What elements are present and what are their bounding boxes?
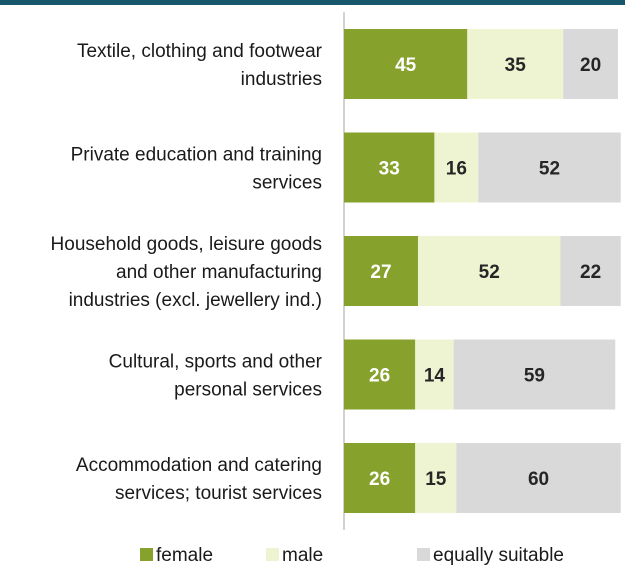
data-label-equally-suitable: 52 bbox=[539, 159, 560, 180]
category-label-line: Household goods, leisure goods bbox=[51, 234, 322, 255]
legend-label-female: female bbox=[156, 545, 213, 566]
legend-swatch-equally-suitable bbox=[417, 548, 430, 561]
category-label: Accommodation and catering services; tour… bbox=[76, 455, 322, 504]
bar-male bbox=[467, 29, 564, 99]
data-label-male: 15 bbox=[425, 469, 447, 490]
bar-equally-suitable bbox=[563, 29, 618, 99]
category-label-line: services; tourist services bbox=[115, 483, 322, 504]
category-label-line: services bbox=[252, 173, 322, 194]
category-label-line: Private education and training bbox=[71, 145, 322, 166]
bar-female bbox=[344, 29, 468, 99]
data-label-female: 26 bbox=[369, 469, 390, 490]
data-label-female: 27 bbox=[370, 262, 391, 283]
data-label-equally-suitable: 59 bbox=[524, 366, 545, 387]
bar-female bbox=[344, 339, 416, 410]
category-label-line: industries bbox=[241, 69, 322, 90]
category-label-line: personal services bbox=[174, 380, 322, 401]
category-label-line: and other manufacturing bbox=[116, 262, 322, 283]
bar-equally-suitable bbox=[453, 339, 616, 410]
category-label: Private education and training services bbox=[71, 145, 322, 194]
category-label-line: Accommodation and catering bbox=[76, 455, 322, 476]
category-label: Cultural, sports and other personal servi… bbox=[109, 352, 323, 401]
category-label-line: Textile, clothing and footwear bbox=[77, 41, 323, 62]
category-label-line: Cultural, sports and other bbox=[109, 352, 323, 373]
header-rule bbox=[0, 0, 625, 5]
data-label-female: 33 bbox=[379, 159, 400, 180]
bar-female bbox=[344, 443, 416, 513]
bar-male bbox=[434, 132, 479, 203]
data-label-female: 45 bbox=[395, 55, 417, 76]
category-label: Textile, clothing and footwear industries bbox=[77, 41, 323, 90]
legend-swatch-female bbox=[140, 548, 153, 561]
legend-label-equally-suitable: equally suitable bbox=[433, 545, 564, 566]
bar-equally-suitable bbox=[560, 236, 621, 306]
bar-female bbox=[344, 236, 418, 306]
bar-equally-suitable bbox=[456, 443, 621, 513]
category-label-line: industries (excl. jewellery ind.) bbox=[69, 290, 322, 311]
legend-swatch-male bbox=[266, 548, 279, 561]
bar-male bbox=[417, 236, 561, 306]
bar-male bbox=[415, 339, 454, 410]
bar-female bbox=[344, 132, 435, 203]
data-label-female: 26 bbox=[369, 366, 390, 387]
data-label-male: 35 bbox=[505, 55, 527, 76]
bar-equally-suitable bbox=[478, 132, 621, 203]
data-label-male: 52 bbox=[479, 262, 500, 283]
data-label-male: 16 bbox=[446, 159, 467, 180]
data-label-equally-suitable: 22 bbox=[580, 262, 601, 283]
data-label-equally-suitable: 20 bbox=[580, 55, 601, 76]
bar-male bbox=[415, 443, 457, 513]
legend-label-male: male bbox=[282, 545, 323, 566]
category-label: Household goods, leisure goods and other … bbox=[51, 234, 322, 311]
data-label-equally-suitable: 60 bbox=[528, 469, 549, 490]
data-label-male: 14 bbox=[424, 366, 446, 387]
